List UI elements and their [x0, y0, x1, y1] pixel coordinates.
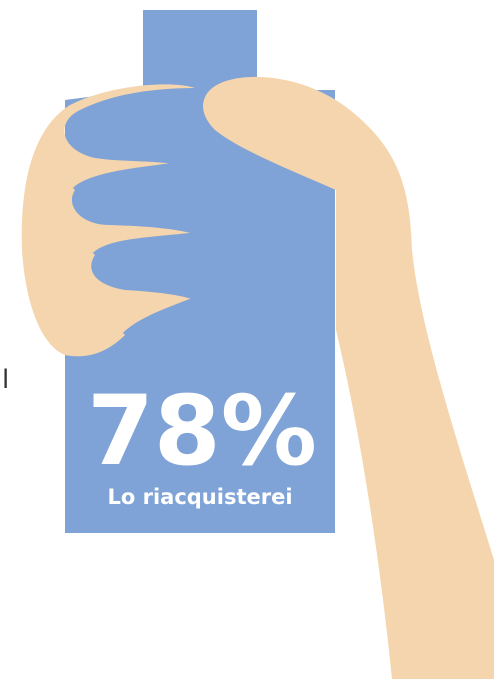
- fingers: [21, 84, 198, 357]
- arm: [203, 76, 494, 679]
- stat-value: 78%: [87, 375, 317, 487]
- stat-caption: Lo riacquisterei: [107, 485, 292, 509]
- cropped-text: l: [2, 365, 9, 395]
- finger-gaps: [72, 162, 199, 338]
